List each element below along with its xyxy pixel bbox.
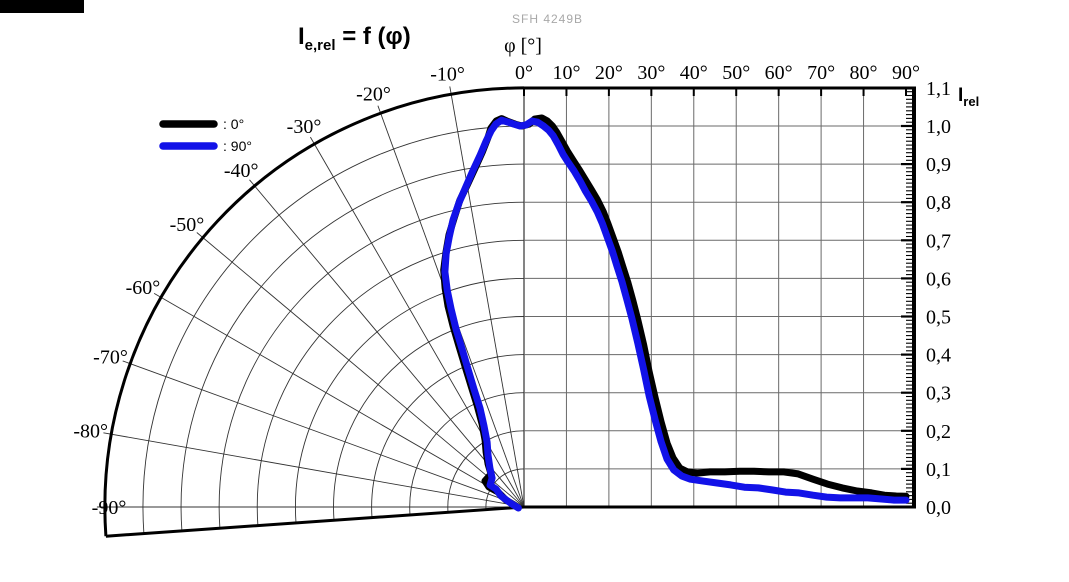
y-tick-label: 0,4 xyxy=(926,345,951,367)
x-tick-label: 90° xyxy=(892,62,920,84)
polar-tick-label: -90° xyxy=(92,497,127,519)
y-tick-label: 0,6 xyxy=(926,268,951,290)
polar-tick-label: -20° xyxy=(356,84,391,106)
polar-grid-arc xyxy=(180,163,525,531)
polar-tick-label: -40° xyxy=(224,160,259,182)
y-tick-label: 0,9 xyxy=(926,154,951,176)
y-tick-label: 1,0 xyxy=(926,116,951,138)
polar-grid-radial xyxy=(196,232,525,508)
y-tick-label: 1,1 xyxy=(926,78,951,100)
x-tick-label: 70° xyxy=(807,62,835,84)
polar-grid-arc xyxy=(295,277,525,523)
polar-grid-arc xyxy=(371,354,525,518)
polar-fan-closing-edge xyxy=(105,505,525,538)
x-tick-label: 40° xyxy=(680,62,708,84)
polar-grid-radial xyxy=(153,293,525,508)
y-tick-label: 0,1 xyxy=(926,459,951,481)
polar-tick-label: -10° xyxy=(430,64,465,86)
x-tick-label: 50° xyxy=(722,62,750,84)
polar-grid-radial xyxy=(249,179,525,508)
polar-grid-radial xyxy=(122,360,525,508)
y-axis-label: Irel xyxy=(958,85,979,109)
y-tick-label: 0,2 xyxy=(926,421,951,443)
curve-90deg xyxy=(441,116,910,512)
polar-tick-label: -60° xyxy=(126,277,161,299)
polar-grid-radial xyxy=(449,86,525,508)
x-tick-label: 20° xyxy=(595,62,623,84)
y-tick-label: 0,0 xyxy=(926,497,951,519)
polar-grid-arc xyxy=(333,316,525,521)
polar-tick-label: -30° xyxy=(287,116,322,138)
polar-tick-label: -70° xyxy=(93,347,128,369)
y-tick-label: 0,5 xyxy=(926,307,951,329)
x-tick-label: 0° xyxy=(515,62,533,84)
polar-grid-radial xyxy=(310,136,525,508)
polar-grid-radial xyxy=(103,432,525,508)
polar-grid-arc xyxy=(409,392,525,516)
y-tick-label: 0,3 xyxy=(926,383,951,405)
polar-grid-arc xyxy=(218,201,525,529)
x-tick-label: 30° xyxy=(637,62,665,84)
x-tick-label: 60° xyxy=(765,62,793,84)
polar-outer-arc xyxy=(103,86,525,537)
x-axis-label: φ [°] xyxy=(504,35,542,57)
y-tick-label: 0,7 xyxy=(926,230,951,252)
x-tick-label: 80° xyxy=(850,62,878,84)
black-redaction-bar xyxy=(0,0,84,13)
legend-label-90deg: : 90° xyxy=(223,138,252,154)
polar-tick-label: -50° xyxy=(170,214,205,236)
polar-tick-label: -80° xyxy=(73,421,108,443)
polar-grid-arc xyxy=(447,430,525,513)
x-tick-label: 10° xyxy=(552,62,580,84)
legend: : 0° : 90° xyxy=(159,116,252,154)
chart-plot-area: 0° 10° 20° 30° 40° 50° 60° 70° 80° 90° -10° -20° -30… xyxy=(73,62,951,538)
legend-label-0deg: : 0° xyxy=(223,116,244,132)
chart-title: Ie,rel = f (φ) xyxy=(298,23,411,54)
y-tick-label: 0,8 xyxy=(926,192,951,214)
polar-grid-arc xyxy=(256,239,525,526)
watermark-part-number: SFH 4249B xyxy=(512,12,583,26)
polar-grid-arc xyxy=(485,468,525,510)
